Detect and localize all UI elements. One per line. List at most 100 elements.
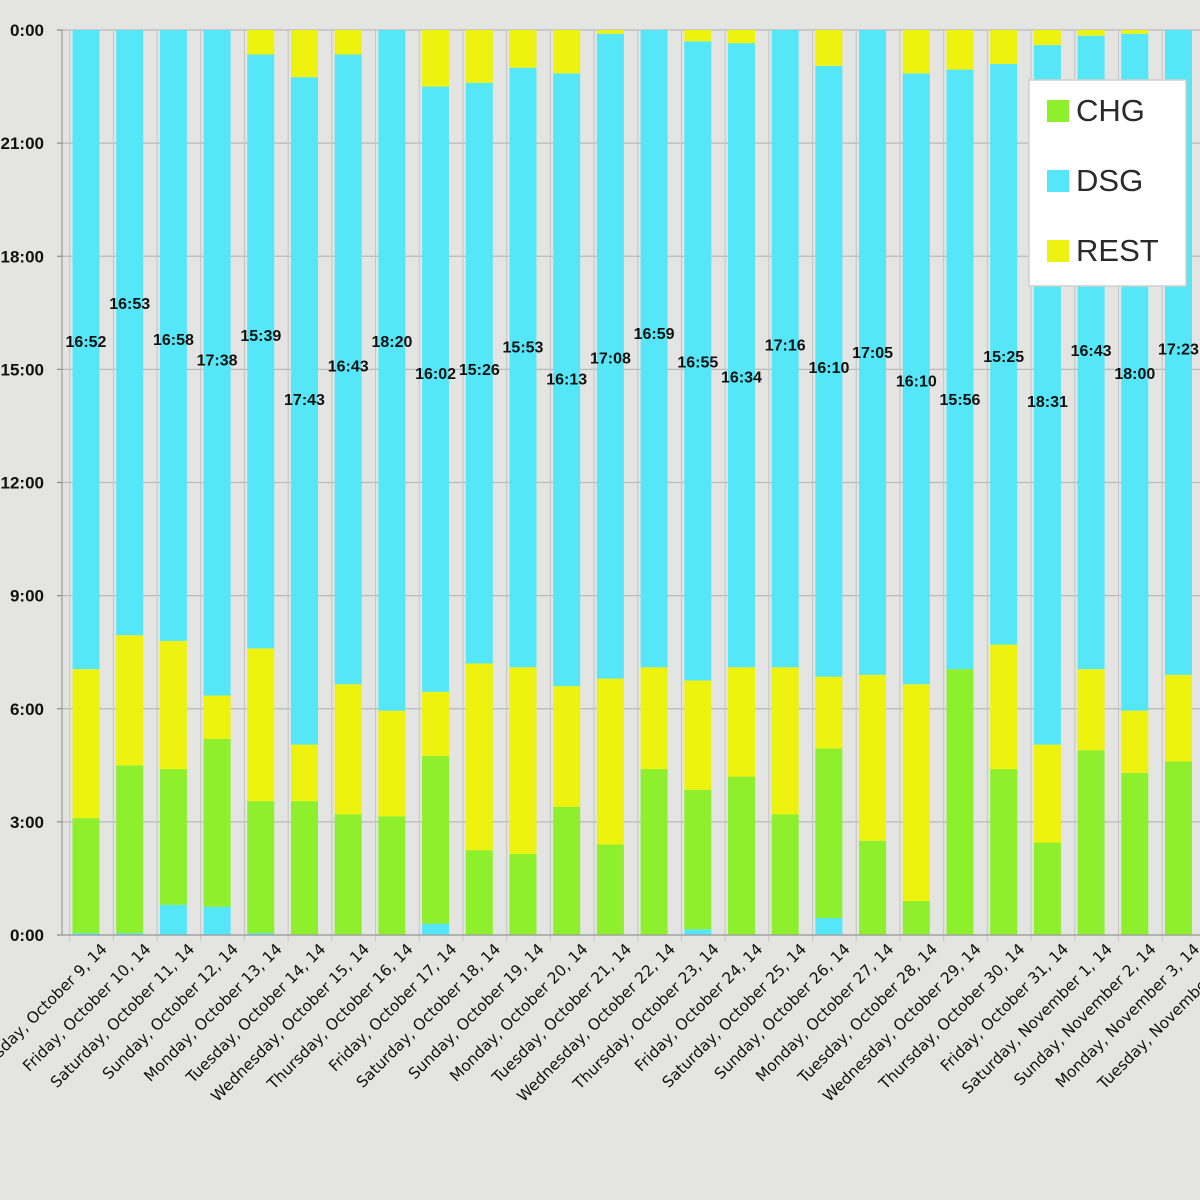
bar-segment-dsg: [72, 30, 100, 670]
bar-segment-dsg: [203, 906, 231, 935]
y-tick-label: 0:00: [10, 926, 44, 945]
bar-stack: [247, 30, 275, 935]
bar-segment-chg: [203, 738, 231, 907]
bar-segment-rest: [596, 678, 624, 845]
bar-segment-dsg: [640, 30, 668, 668]
bar-segment-chg: [1121, 772, 1149, 935]
bar-segment-chg: [640, 769, 668, 935]
bar-segment-rest: [815, 676, 843, 749]
data-label: 17:16: [765, 338, 806, 355]
data-label: 17:23: [1158, 341, 1199, 358]
bar-segment-chg: [465, 850, 493, 935]
y-tick-label: 21:00: [1, 134, 44, 153]
bar-segment-rest: [378, 710, 406, 817]
bar-segment-dsg: [203, 30, 231, 696]
bar-segment-rest: [422, 30, 450, 87]
data-label: 16:52: [66, 334, 107, 351]
y-tick-label: 9:00: [10, 587, 44, 606]
bar-stack: [465, 30, 493, 935]
bar-segment-rest: [640, 667, 668, 770]
bar-segment-rest: [946, 30, 974, 70]
bar-segment-rest: [509, 30, 537, 68]
bar-segment-dsg: [334, 54, 362, 685]
bar-stack: [902, 30, 930, 935]
bar-segment-rest: [247, 30, 275, 55]
bar-segment-dsg: [72, 933, 100, 935]
bar-segment-rest: [990, 30, 1018, 64]
data-label: 18:00: [1114, 366, 1155, 383]
bar-segment-chg: [1165, 761, 1192, 935]
bar-stack: [509, 30, 537, 935]
bar-stack: [640, 30, 668, 935]
y-tick-label: 3:00: [10, 813, 44, 832]
legend: CHG DSG REST: [1028, 79, 1187, 287]
bar-stack: [159, 30, 187, 935]
bar-segment-dsg: [159, 30, 187, 641]
data-label: 17:43: [284, 392, 325, 409]
bar-segment-chg: [859, 840, 887, 935]
bar-segment-dsg: [465, 82, 493, 664]
data-label: 15:39: [240, 328, 281, 345]
data-label: 17:08: [590, 351, 631, 368]
bar-segment-dsg: [596, 33, 624, 679]
bar-segment-rest: [291, 744, 318, 802]
bar-segment-dsg: [990, 63, 1018, 645]
y-tick-label: 6:00: [10, 700, 44, 719]
bar-segment-rest: [1033, 30, 1061, 46]
bar-segment-rest: [159, 640, 187, 770]
bar-segment-rest: [465, 663, 493, 851]
data-label: 15:26: [459, 362, 500, 379]
bar-segment-dsg: [291, 77, 318, 745]
bar-segment-rest: [771, 667, 799, 815]
bar-segment-rest: [465, 30, 493, 83]
bar-segment-rest: [684, 680, 712, 790]
data-label: 17:05: [852, 345, 893, 362]
legend-label-dsg: DSG: [1076, 163, 1143, 198]
legend-swatch-chg: [1047, 100, 1069, 122]
bar-segment-rest: [72, 669, 100, 819]
legend-box: CHG DSG REST: [1028, 79, 1187, 287]
bar-segment-rest: [509, 667, 537, 854]
bar-segment-chg: [684, 789, 712, 930]
bar-stack: [728, 30, 755, 935]
bar-segment-chg: [596, 844, 624, 935]
bar-stack: [990, 30, 1018, 935]
bar-stack: [553, 30, 581, 935]
bar-segment-dsg: [771, 30, 799, 668]
bar-segment-dsg: [815, 65, 843, 677]
bar-segment-dsg: [859, 30, 887, 675]
data-label: 16:43: [328, 358, 369, 375]
data-label: 16:43: [1071, 343, 1112, 360]
bar-segment-chg: [728, 776, 755, 935]
bar-stack: [815, 30, 843, 935]
bar-segment-chg: [815, 748, 843, 919]
bar-segment-dsg: [684, 41, 712, 681]
bar-segment-chg: [422, 755, 450, 924]
bar-segment-chg: [946, 669, 974, 935]
bar-segment-rest: [902, 684, 930, 902]
y-tick-label: 15:00: [1, 360, 44, 379]
bar-segment-chg: [1033, 842, 1061, 935]
bar-segment-chg: [291, 801, 318, 935]
data-label: 16:59: [634, 326, 675, 343]
bar-segment-rest: [902, 30, 930, 74]
bar-segment-rest: [684, 30, 712, 42]
y-tick-label: 18:00: [1, 247, 44, 266]
bar-segment-dsg: [553, 73, 581, 687]
bar-segment-chg: [553, 806, 581, 935]
bar-stack: [72, 30, 100, 935]
legend-label-rest: REST: [1076, 233, 1159, 268]
bar-stack: [116, 30, 144, 935]
bar-segment-rest: [815, 30, 843, 66]
bar-segment-rest: [728, 667, 755, 777]
data-label: 15:56: [940, 392, 981, 409]
bar-stack: [946, 30, 974, 935]
legend-label-chg: CHG: [1076, 93, 1145, 128]
bar-segment-rest: [116, 635, 144, 766]
bar-segment-chg: [378, 816, 406, 935]
bar-segment-dsg: [422, 86, 450, 692]
data-label: 15:53: [503, 339, 544, 356]
bar-segment-chg: [72, 818, 100, 934]
